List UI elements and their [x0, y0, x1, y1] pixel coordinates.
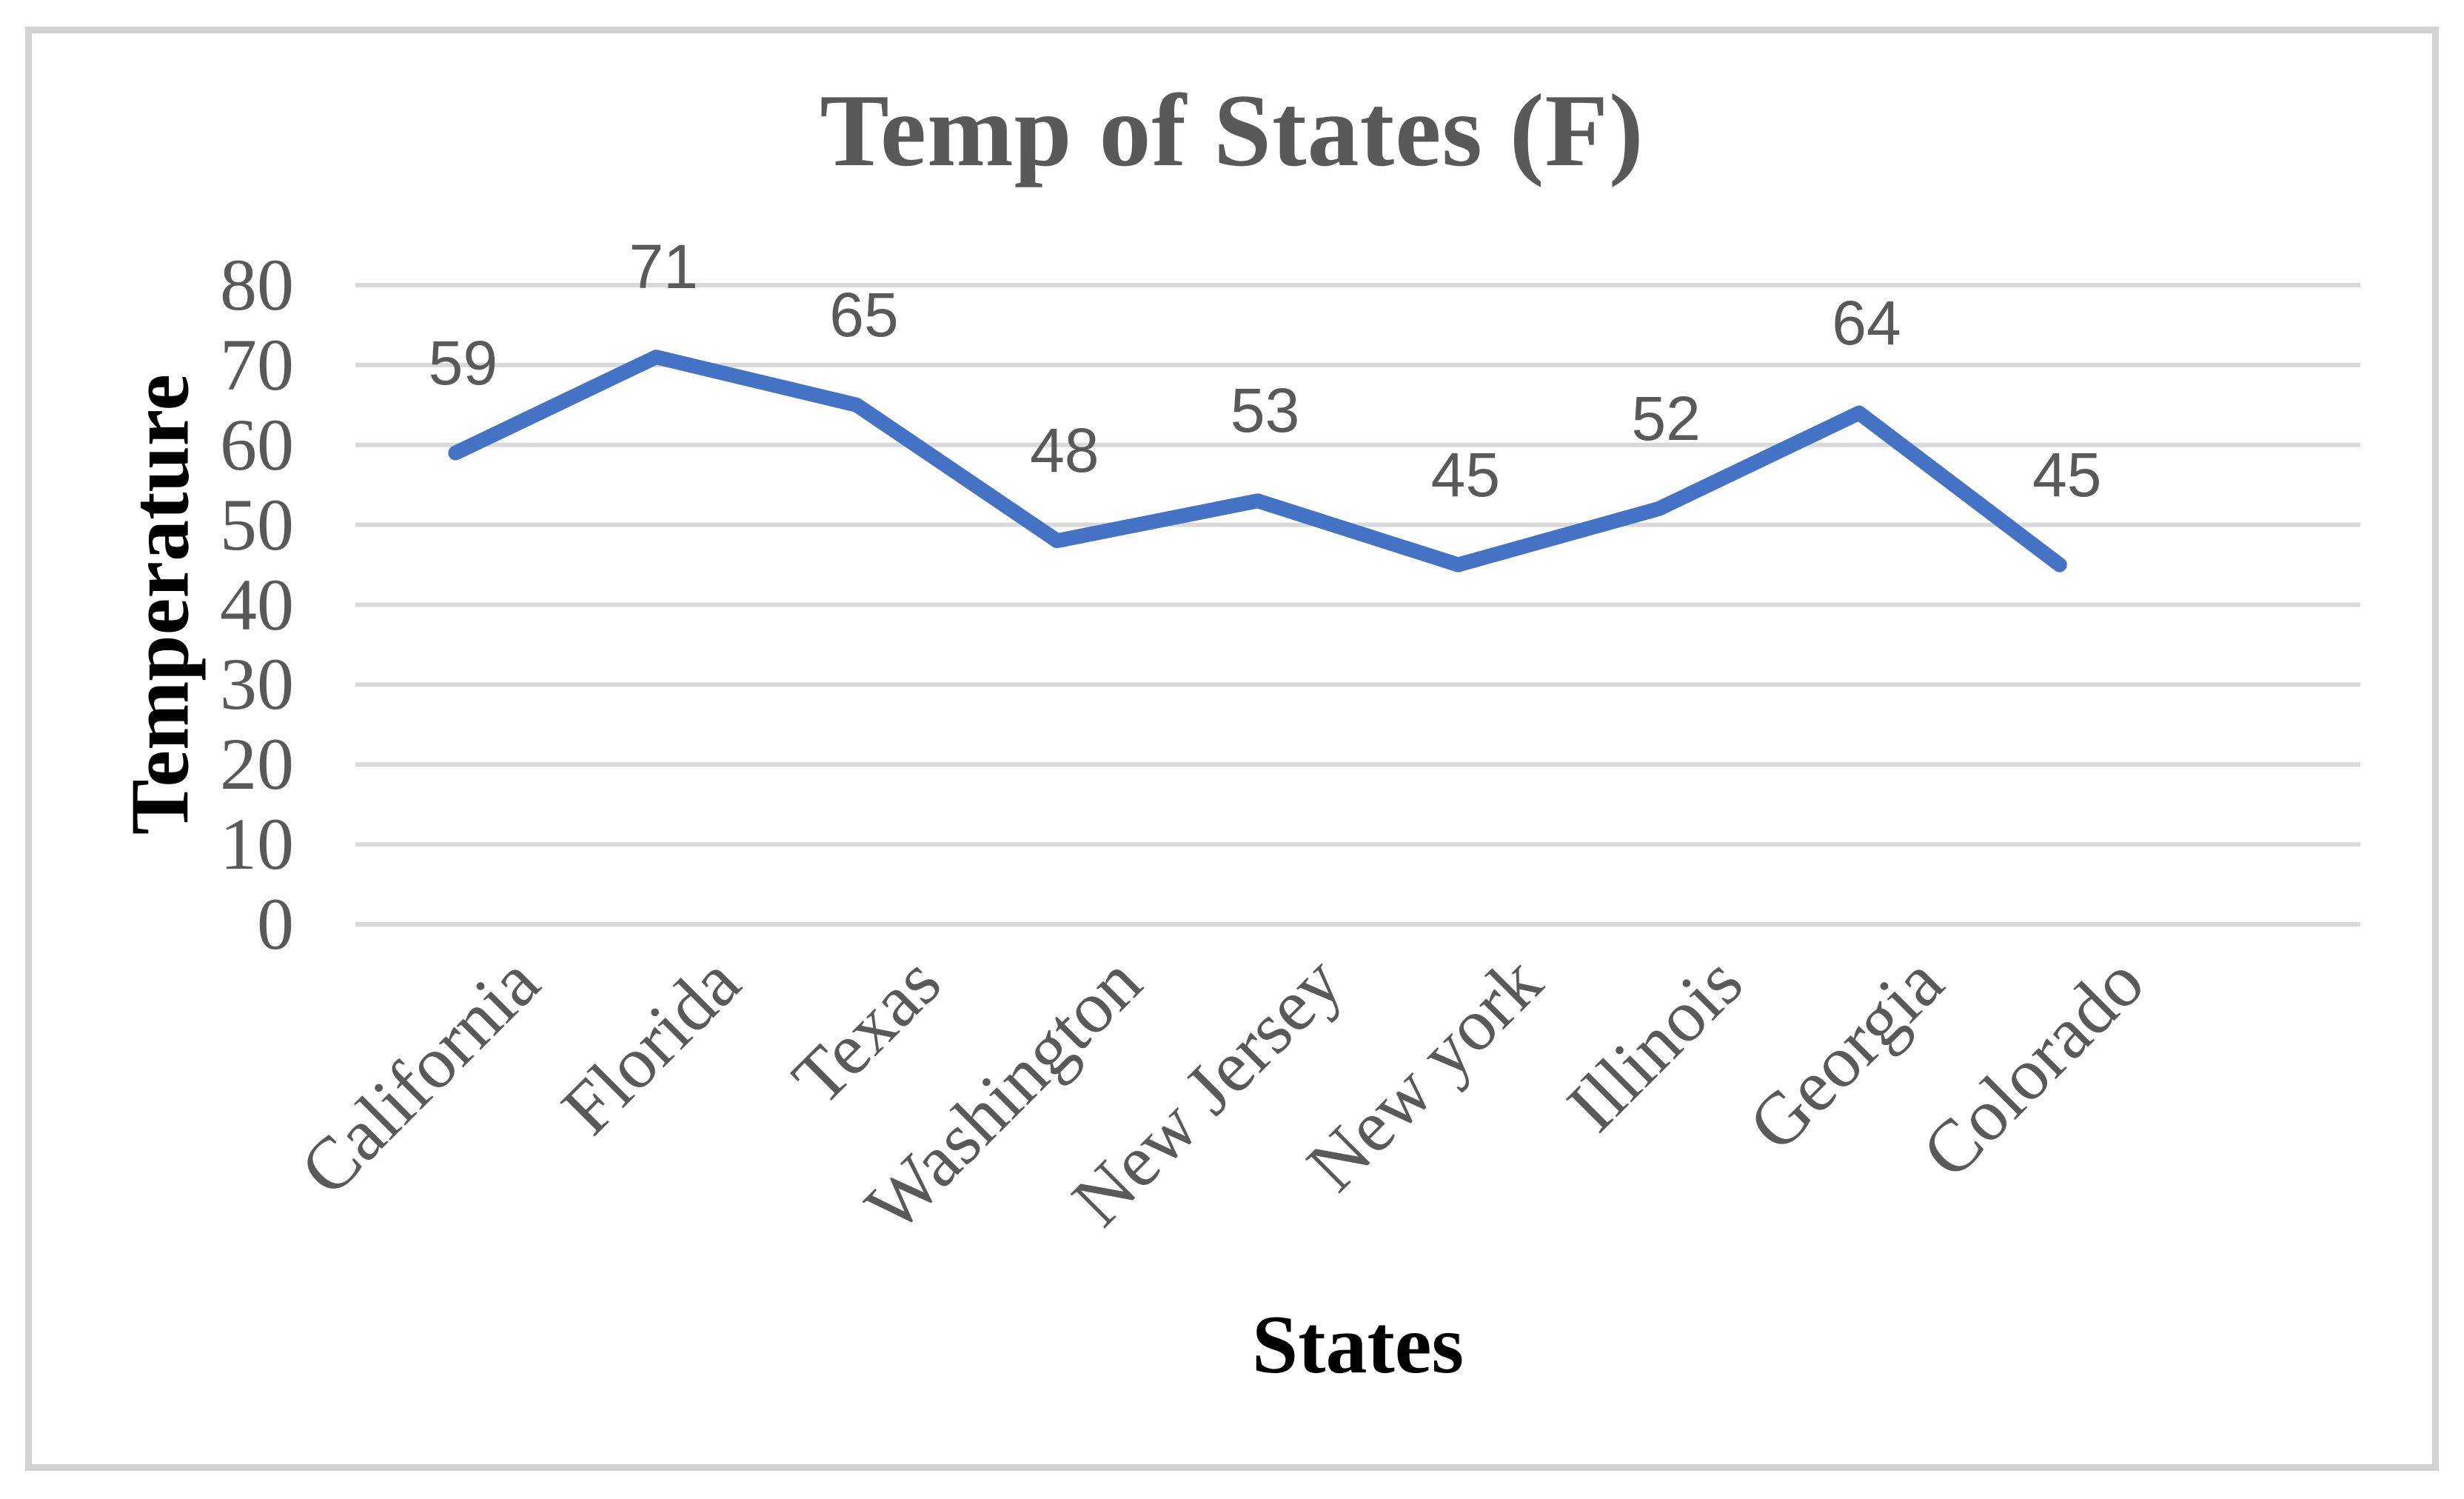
- y-tick-label: 60: [220, 403, 294, 486]
- y-tick-label: 40: [220, 563, 294, 646]
- x-axis-title: States: [1251, 1299, 1464, 1391]
- data-label: 53: [1230, 375, 1300, 446]
- y-tick-label: 10: [220, 803, 294, 886]
- data-label: 48: [1030, 415, 1099, 486]
- chart-border-frame: [25, 27, 2439, 1471]
- data-label: 45: [2032, 439, 2102, 510]
- y-tick-label: 80: [220, 244, 294, 326]
- data-label: 45: [1430, 439, 1501, 510]
- y-tick-label: 0: [257, 883, 294, 965]
- y-tick-label: 20: [220, 723, 294, 806]
- y-tick-label: 50: [220, 483, 294, 566]
- data-label: 52: [1631, 384, 1701, 454]
- data-label: 59: [428, 327, 498, 398]
- chart-title: Temp of States (F): [820, 73, 1644, 188]
- data-label: 65: [829, 279, 899, 350]
- y-tick-label: 30: [220, 643, 294, 726]
- y-tick-label: 70: [220, 323, 294, 406]
- data-label: 64: [1832, 287, 1901, 358]
- temperature-series-line: [448, 350, 2067, 572]
- data-label: 71: [629, 232, 698, 302]
